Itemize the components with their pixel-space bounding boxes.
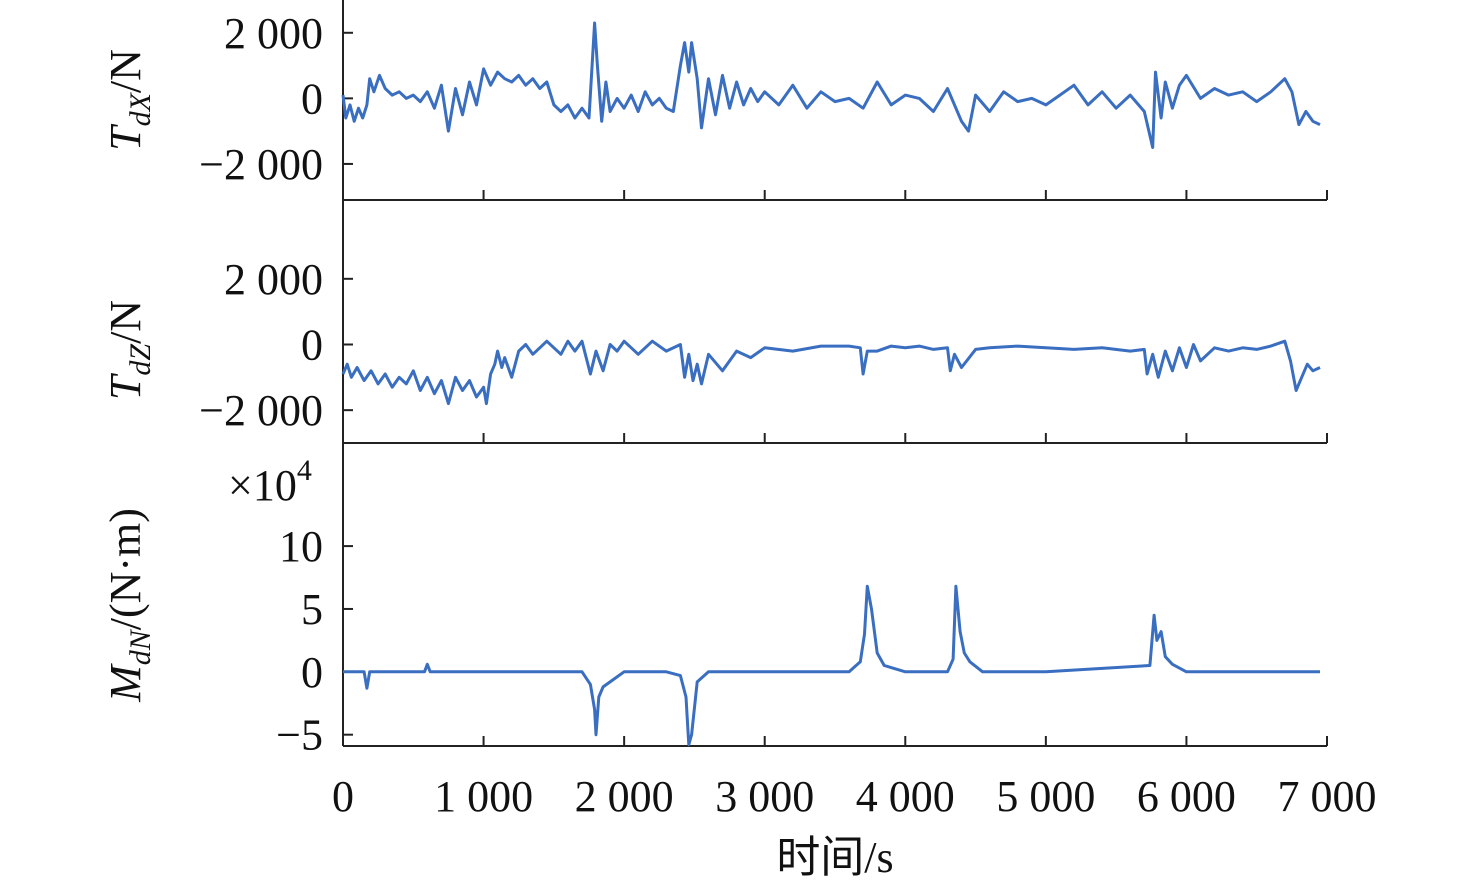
- y-tick-label: 10: [279, 522, 323, 571]
- y-label-symbol: T: [101, 372, 150, 400]
- x-tick-label: 4 000: [856, 772, 955, 821]
- x-tick-label: 6 000: [1137, 772, 1236, 821]
- x-tick-label: 1 000: [434, 772, 533, 821]
- y-label-unit: /N: [101, 49, 150, 93]
- x-tick-label: 2 000: [575, 772, 674, 821]
- y-tick-label: −2 000: [199, 140, 323, 189]
- y-tick-label: 2 000: [224, 9, 323, 58]
- y-label-symbol: M: [101, 663, 150, 703]
- x-tick-label: 0: [332, 772, 354, 821]
- y-tick-label: 0: [301, 74, 323, 123]
- y-tick-label: 0: [301, 648, 323, 697]
- y-label-unit: /(N·m): [101, 508, 150, 630]
- y-tick-label: −2 000: [199, 386, 323, 435]
- data-line: [343, 584, 1320, 747]
- y-tick-label: 5: [301, 585, 323, 634]
- y-label-subscript: dN: [124, 628, 157, 665]
- y-axis-label: TdX/N: [101, 49, 157, 151]
- x-tick-label: 5 000: [996, 772, 1095, 821]
- y-label-symbol: T: [101, 123, 150, 151]
- data-line: [341, 339, 1321, 406]
- y-axis-label: MdN/(N·m): [101, 508, 157, 703]
- x-tick-label: 7 000: [1278, 772, 1377, 821]
- multiplier-exponent: 4: [297, 454, 312, 487]
- y-axis-label: TdZ/N: [101, 300, 157, 400]
- y-label-subscript: dZ: [124, 344, 157, 376]
- data-line: [341, 21, 1321, 149]
- y-label-unit: /N: [101, 300, 150, 344]
- x-axis-label: 时间/s: [776, 833, 893, 882]
- y-label-subscript: dX: [124, 91, 157, 126]
- multiplier-base: ×10: [228, 461, 297, 510]
- x-tick-label: 3 000: [715, 772, 814, 821]
- y-tick-label: −5: [276, 711, 323, 760]
- axis-multiplier: ×104: [228, 454, 312, 510]
- y-tick-label: 2 000: [224, 255, 323, 304]
- y-tick-label: 0: [301, 320, 323, 369]
